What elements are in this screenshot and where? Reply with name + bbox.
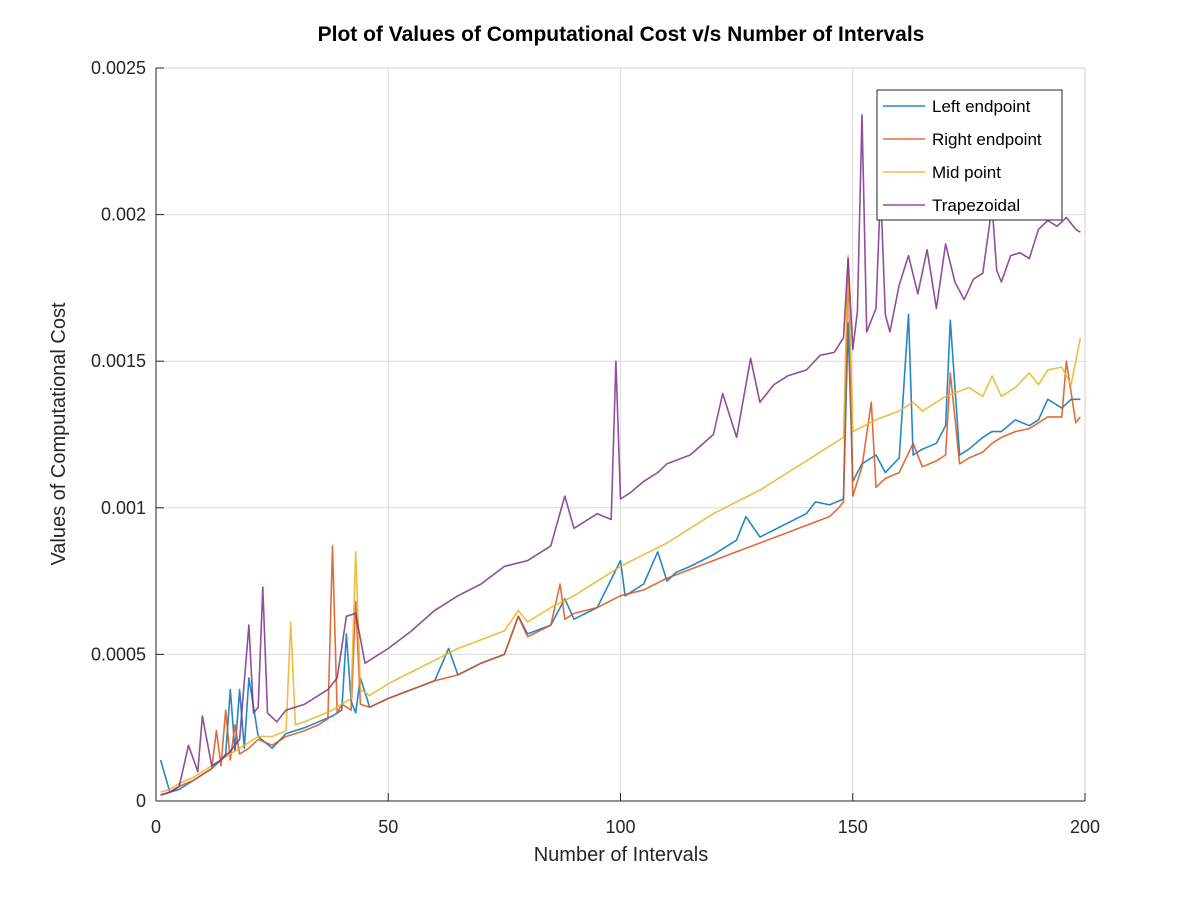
y-tick-label: 0.002 — [101, 205, 146, 225]
y-axis-ticks: 0 0.0005 0.001 0.0015 0.002 0.0025 — [91, 58, 164, 811]
legend-label: Left endpoint — [932, 97, 1031, 116]
legend-label: Right endpoint — [932, 130, 1042, 149]
legend-label: Trapezoidal — [932, 196, 1020, 215]
y-tick-label: 0.0025 — [91, 58, 146, 78]
y-tick-label: 0.001 — [101, 498, 146, 518]
x-tick-label: 150 — [838, 817, 868, 837]
series-line-3 — [160, 254, 1082, 793]
chart-title: Plot of Values of Computational Cost v/s… — [318, 23, 925, 46]
y-axis-label: Values of Computational Cost — [48, 302, 70, 566]
legend: Left endpoint Right endpoint Mid point Trap… — [876, 89, 1063, 221]
y-tick-label: 0.0005 — [91, 644, 146, 664]
x-axis-ticks: 0 50 100 150 200 — [151, 793, 1100, 837]
legend-label: Mid point — [932, 163, 1001, 182]
series-line-2 — [160, 257, 1082, 796]
y-tick-label: 0.0015 — [91, 351, 146, 371]
y-tick-label: 0 — [136, 791, 146, 811]
series-lines — [159, 114, 1082, 796]
legend-box — [876, 89, 1063, 221]
x-tick-label: 50 — [378, 817, 398, 837]
series-line-4 — [160, 114, 1081, 796]
x-tick-label: 200 — [1070, 817, 1100, 837]
x-tick-label: 100 — [605, 817, 635, 837]
x-tick-label: 0 — [151, 817, 161, 837]
x-axis-label: Number of Intervals — [534, 844, 709, 866]
